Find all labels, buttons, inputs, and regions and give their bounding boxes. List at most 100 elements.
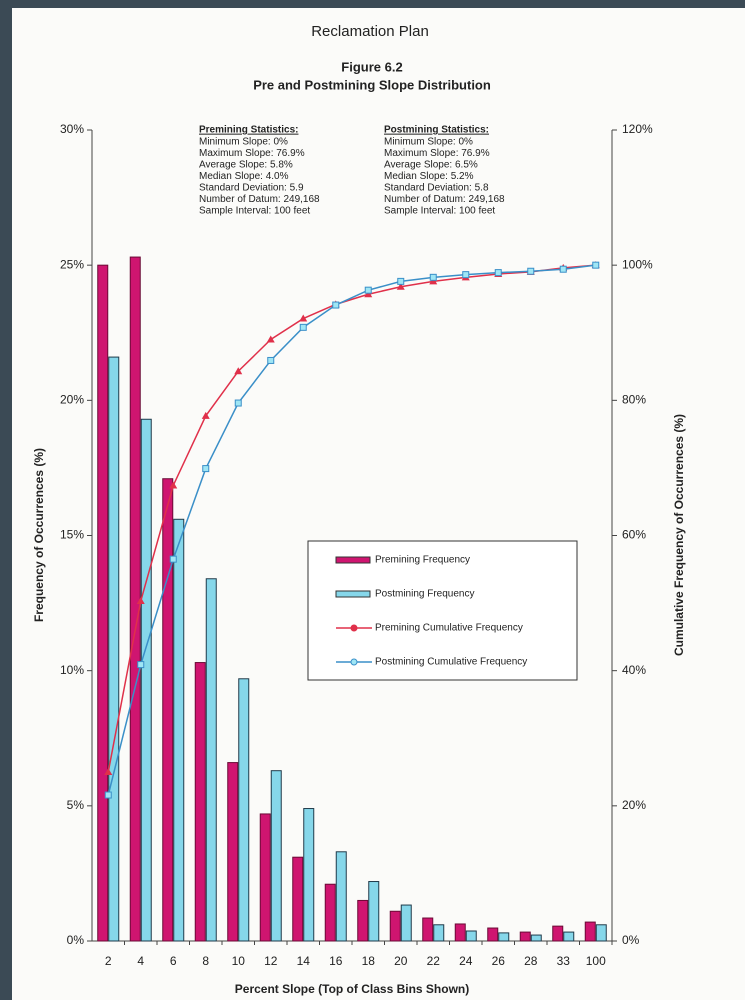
stats-line: Sample Interval: 100 feet — [384, 206, 495, 217]
x-tick-label: 6 — [170, 954, 177, 968]
bar — [564, 932, 574, 941]
y2-tick-label: 0% — [622, 933, 640, 947]
bar — [109, 357, 119, 941]
legend-marker — [351, 625, 357, 631]
y-tick-label: 0% — [67, 933, 85, 947]
page-header: Reclamation Plan — [311, 23, 429, 40]
x-tick-label: 16 — [329, 954, 343, 968]
stats-line: Average Slope: 5.8% — [199, 160, 293, 171]
x-tick-label: 4 — [137, 954, 144, 968]
y-tick-label: 25% — [60, 257, 84, 271]
y2-tick-label: 100% — [622, 257, 653, 271]
marker — [430, 274, 436, 280]
chart-title: Figure 6.2 — [341, 59, 402, 74]
marker — [203, 466, 209, 472]
y-axis-label: Frequency of Occurrences (%) — [32, 448, 46, 622]
x-tick-label: 24 — [459, 954, 473, 968]
stats-line: Average Slope: 6.5% — [384, 160, 478, 171]
bar — [596, 925, 606, 941]
marker — [398, 278, 404, 284]
y2-tick-label: 40% — [622, 663, 646, 677]
marker — [333, 302, 339, 308]
x-tick-label: 22 — [427, 954, 441, 968]
bar — [499, 933, 509, 941]
y-tick-label: 10% — [60, 663, 84, 677]
legend-swatch — [336, 591, 370, 597]
bar — [531, 935, 541, 941]
legend-label: Premining Frequency — [375, 555, 470, 566]
marker — [528, 268, 534, 274]
stats-line: Number of Datum: 249,168 — [384, 194, 505, 205]
legend-swatch — [336, 557, 370, 563]
y2-tick-label: 120% — [622, 122, 653, 136]
y2-tick-label: 60% — [622, 528, 646, 542]
marker — [365, 287, 371, 293]
bar — [271, 771, 281, 941]
stats-line: Sample Interval: 100 feet — [199, 206, 310, 217]
bar — [488, 928, 498, 941]
stats-line: Standard Deviation: 5.9 — [199, 183, 304, 194]
bar — [434, 925, 444, 941]
bar — [98, 265, 108, 941]
y2-axis-label: Cumulative Frequency of Occurrences (%) — [672, 414, 686, 656]
legend-label: Premining Cumulative Frequency — [375, 623, 523, 634]
y-tick-label: 20% — [60, 393, 84, 407]
x-tick-label: 18 — [362, 954, 376, 968]
y2-tick-label: 80% — [622, 393, 646, 407]
bar — [369, 882, 379, 941]
stats-line: Maximum Slope: 76.9% — [199, 148, 305, 159]
stats-line: Median Slope: 5.2% — [384, 171, 474, 182]
chart-subtitle: Pre and Postmining Slope Distribution — [253, 77, 491, 92]
bar — [141, 419, 151, 941]
x-tick-label: 20 — [394, 954, 408, 968]
bar — [390, 911, 400, 941]
bar — [239, 679, 249, 941]
x-tick-label: 2 — [105, 954, 112, 968]
bar — [195, 663, 205, 941]
bar — [260, 814, 270, 941]
bar — [130, 257, 140, 941]
marker — [593, 262, 599, 268]
chart: Reclamation Plan Figure 6.2 Pre and Post… — [0, 0, 745, 1000]
stats-line: Number of Datum: 249,168 — [199, 194, 320, 205]
paper — [12, 8, 745, 1000]
bar — [466, 931, 476, 941]
marker — [300, 324, 306, 330]
x-axis-label: Percent Slope (Top of Class Bins Shown) — [235, 982, 469, 996]
page: {"header": "Reclamation Plan", "chart_da… — [0, 0, 745, 1000]
bar — [520, 932, 530, 941]
bar — [325, 884, 335, 941]
bar — [293, 857, 303, 941]
bar — [336, 852, 346, 941]
bar — [401, 905, 411, 941]
marker — [268, 357, 274, 363]
bar — [553, 926, 563, 941]
bar — [423, 918, 433, 941]
x-tick-label: 28 — [524, 954, 538, 968]
x-tick-label: 10 — [232, 954, 246, 968]
y2-tick-label: 20% — [622, 798, 646, 812]
x-tick-label: 33 — [557, 954, 571, 968]
marker — [463, 272, 469, 278]
x-tick-label: 12 — [264, 954, 278, 968]
x-tick-label: 100 — [586, 954, 606, 968]
y-tick-label: 15% — [60, 528, 84, 542]
x-tick-label: 8 — [202, 954, 209, 968]
bar — [206, 579, 216, 941]
marker — [235, 400, 241, 406]
marker — [560, 266, 566, 272]
bar — [358, 900, 368, 941]
x-tick-label: 14 — [297, 954, 311, 968]
y-tick-label: 5% — [67, 798, 85, 812]
stats-title: Postmining Statistics: — [384, 125, 489, 136]
stats-title: Premining Statistics: — [199, 125, 298, 136]
y-tick-label: 30% — [60, 122, 84, 136]
x-tick-label: 26 — [492, 954, 506, 968]
bar — [585, 922, 595, 941]
marker — [170, 556, 176, 562]
legend-label: Postmining Cumulative Frequency — [375, 657, 527, 668]
stats-line: Median Slope: 4.0% — [199, 171, 289, 182]
legend-label: Postmining Frequency — [375, 589, 475, 600]
legend-marker — [351, 659, 357, 665]
bar — [163, 479, 173, 941]
